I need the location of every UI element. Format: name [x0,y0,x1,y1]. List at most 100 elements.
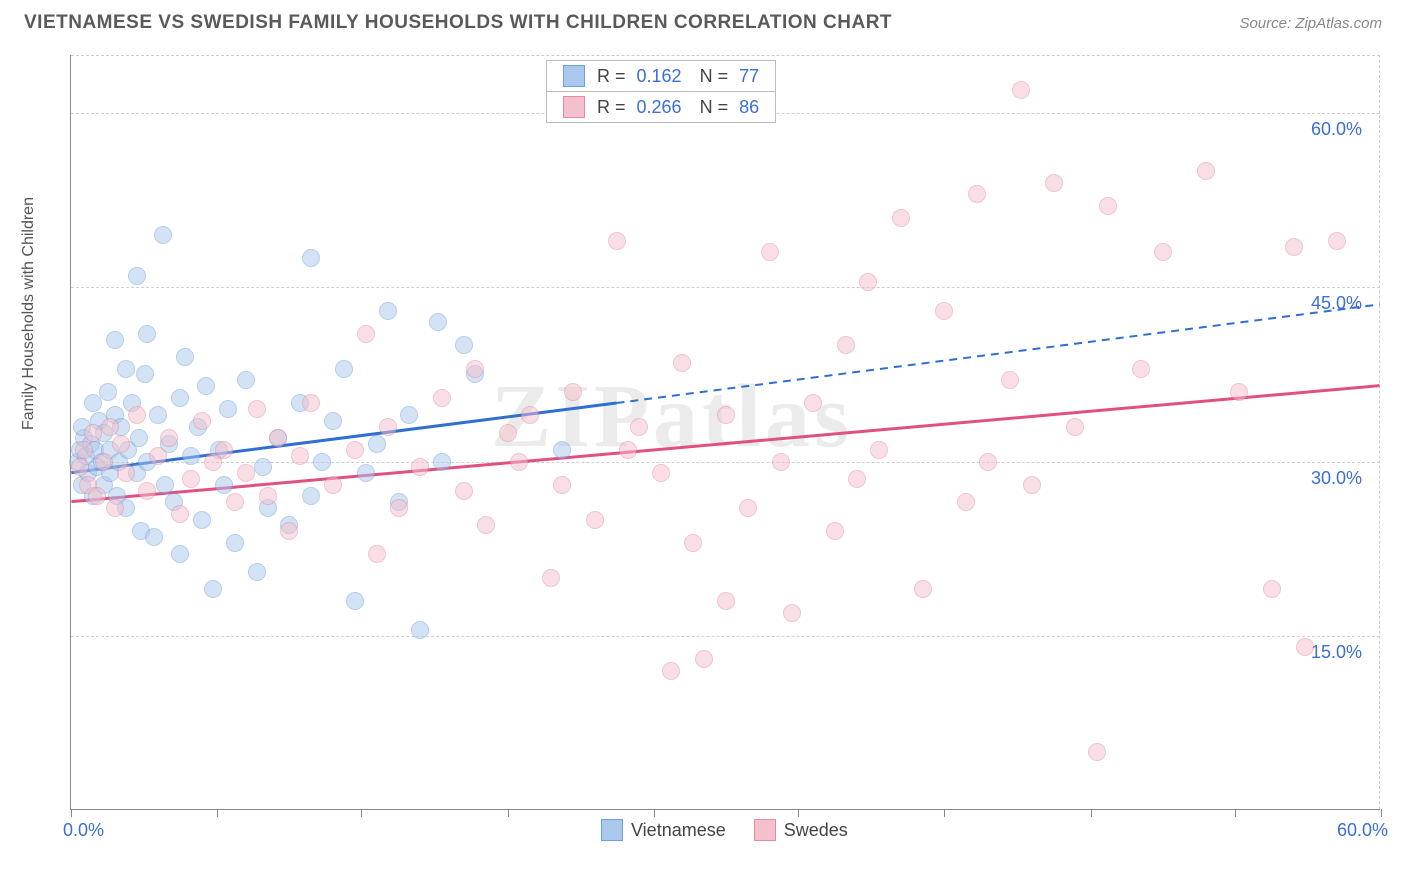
data-point [542,569,560,587]
data-point [357,325,375,343]
data-point [248,400,266,418]
data-point [521,406,539,424]
data-point [608,232,626,250]
data-point [772,453,790,471]
data-point [138,482,156,500]
data-point [215,476,233,494]
data-point [859,273,877,291]
data-point [149,406,167,424]
x-tick [798,809,799,817]
legend-swatch [601,819,623,841]
data-point [226,493,244,511]
legend-row: R = 0.162N = 77 [547,61,775,92]
data-point [1154,243,1172,261]
trend-lines [71,55,1380,809]
data-point [313,453,331,471]
data-point [193,511,211,529]
data-point [433,453,451,471]
legend-n-value: 86 [739,97,759,118]
gridline [71,636,1380,637]
legend-series-name: Swedes [784,820,848,841]
data-point [564,383,582,401]
data-point [1012,81,1030,99]
data-point [1296,638,1314,656]
data-point [226,534,244,552]
data-point [761,243,779,261]
data-point [1328,232,1346,250]
data-point [979,453,997,471]
legend-r-value: 0.266 [637,97,682,118]
data-point [88,487,106,505]
data-point [739,499,757,517]
legend-swatch [754,819,776,841]
data-point [99,383,117,401]
data-point [237,371,255,389]
x-tick [1091,809,1092,817]
data-point [673,354,691,372]
data-point [171,545,189,563]
x-tick [71,809,72,817]
data-point [455,482,473,500]
legend-r-value: 0.162 [637,66,682,87]
data-point [1230,383,1248,401]
data-point [1023,476,1041,494]
data-point [280,522,298,540]
source-label: Source: ZipAtlas.com [1239,15,1382,32]
data-point [717,592,735,610]
legend-item: Swedes [754,819,848,841]
data-point [411,458,429,476]
correlation-legend: R = 0.162N = 77R = 0.266N = 86 [546,60,776,123]
data-point [1045,174,1063,192]
data-point [259,487,277,505]
data-point [553,476,571,494]
data-point [630,418,648,436]
data-point [128,406,146,424]
data-point [804,394,822,412]
x-tick [508,809,509,817]
data-point [176,348,194,366]
data-point [302,487,320,505]
data-point [826,522,844,540]
data-point [182,447,200,465]
data-point [783,604,801,622]
data-point [324,476,342,494]
data-point [324,412,342,430]
data-point [346,441,364,459]
data-point [197,377,215,395]
data-point [368,545,386,563]
data-point [695,650,713,668]
data-point [204,580,222,598]
data-point [662,662,680,680]
data-point [1132,360,1150,378]
legend-n-label: N = [700,66,734,87]
data-point [935,302,953,320]
x-tick [1235,809,1236,817]
data-point [75,441,93,459]
x-tick [361,809,362,817]
y-tick-label: 60.0% [1311,119,1362,140]
data-point [1285,238,1303,256]
data-point [477,516,495,534]
legend-row: R = 0.266N = 86 [547,92,775,122]
data-point [302,249,320,267]
data-point [182,470,200,488]
data-point [914,580,932,598]
data-point [1066,418,1084,436]
data-point [145,528,163,546]
data-point [112,435,130,453]
data-point [101,418,119,436]
y-tick-label: 30.0% [1311,468,1362,489]
data-point [1099,197,1117,215]
data-point [357,464,375,482]
data-point [346,592,364,610]
data-point [136,365,154,383]
data-point [215,441,233,459]
trend-line [71,386,1379,502]
data-point [160,429,178,447]
data-point [1197,162,1215,180]
x-tick [1381,809,1382,817]
legend-r-label: R = [597,97,631,118]
data-point [1263,580,1281,598]
data-point [149,447,167,465]
data-point [379,418,397,436]
